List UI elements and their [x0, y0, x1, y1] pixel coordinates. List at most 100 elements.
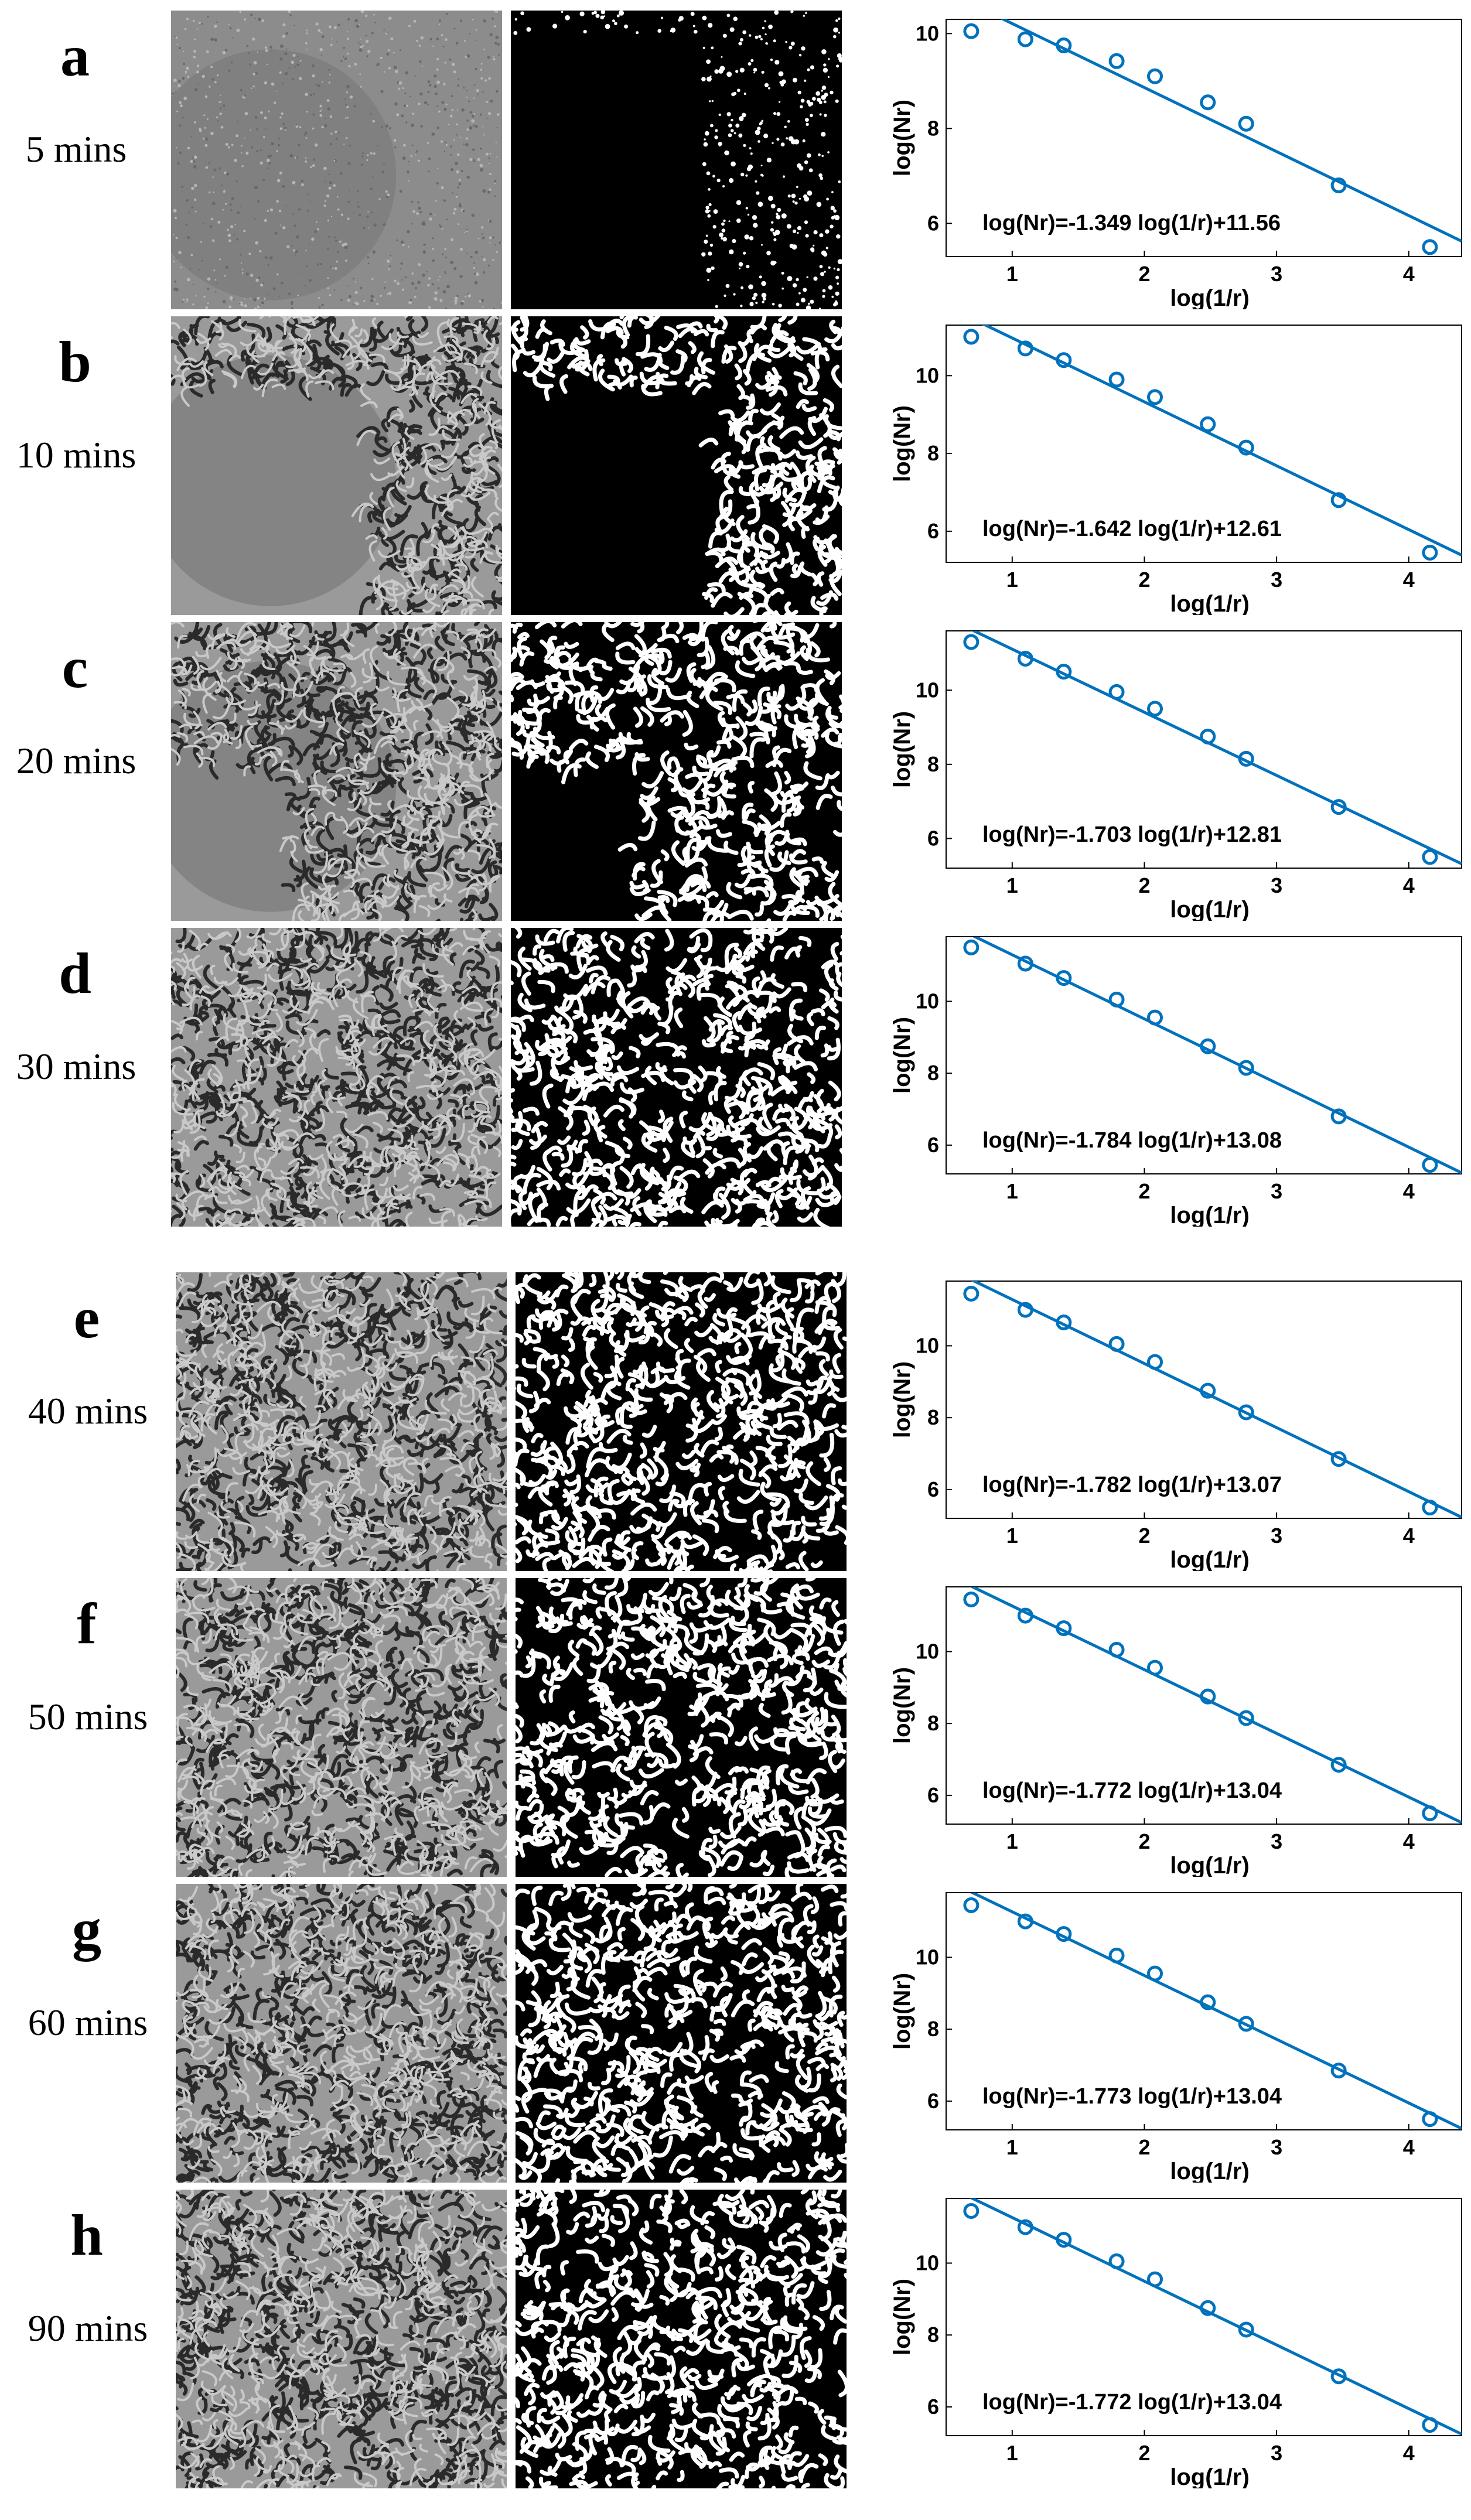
x-tick-label: 2 — [1138, 1829, 1150, 1853]
y-tick-label: 6 — [927, 1133, 939, 1157]
pattern-texture — [176, 1578, 507, 1877]
pattern-texture — [171, 316, 502, 615]
panel-letter: b — [59, 329, 91, 394]
y-tick-label: 10 — [916, 1639, 939, 1663]
panel-letter: c — [62, 635, 88, 700]
pattern-texture — [511, 622, 842, 921]
binary-image — [516, 1272, 847, 1571]
data-point — [1147, 1354, 1163, 1370]
x-axis-label: log(1/r) — [1170, 1547, 1250, 1571]
data-point — [1017, 650, 1033, 667]
y-tick-label: 8 — [927, 116, 939, 140]
data-point — [1056, 1926, 1072, 1942]
fit-equation: log(Nr)=-1.349 log(1/r)+11.56 — [982, 211, 1281, 235]
data-point — [1422, 1157, 1438, 1173]
x-tick-label: 4 — [1403, 568, 1415, 592]
y-tick-label: 6 — [927, 2395, 939, 2419]
dark-region — [171, 49, 397, 301]
panel-row-g: g 60 mins 1 2 3 4 6 8 10 log(1/r) log(Nr) log(Nr)=-… — [0, 1884, 1471, 2184]
speckle-texture — [172, 11, 502, 309]
data-point — [963, 2203, 979, 2219]
data-point — [963, 1897, 979, 1913]
pattern-texture — [171, 622, 502, 921]
panel-row-f: f 50 mins 1 2 3 4 6 8 10 log(1/r) log(Nr) log(Nr)=-… — [0, 1578, 1471, 1879]
binary-background — [516, 1272, 847, 1571]
fractal-fit-plot: 1 2 3 4 6 8 10 log(1/r) log(Nr) log(Nr)=-1.773 lo… — [873, 1884, 1465, 2184]
x-tick-label: 2 — [1138, 568, 1150, 592]
y-tick-label: 6 — [927, 519, 939, 543]
fit-equation: log(Nr)=-1.642 log(1/r)+12.61 — [982, 517, 1282, 541]
data-point — [1147, 1009, 1163, 1026]
data-point — [1108, 684, 1125, 700]
y-tick-label: 6 — [927, 2089, 939, 2113]
data-point — [1200, 1038, 1216, 1054]
data-point — [1330, 1757, 1347, 1773]
time-label: 20 mins — [16, 740, 136, 781]
micrograph-image — [176, 1578, 507, 1877]
binary-image — [511, 928, 842, 1227]
micrograph-image — [171, 928, 502, 1227]
fit-line — [1000, 19, 1462, 243]
x-tick-label: 2 — [1138, 1524, 1150, 1548]
data-point — [1017, 340, 1033, 357]
data-point — [1108, 53, 1125, 69]
data-point — [1108, 2253, 1125, 2269]
data-point — [1108, 991, 1125, 1008]
micrograph-image — [171, 11, 502, 309]
plot-area — [946, 1892, 1462, 2130]
fit-equation: log(Nr)=-1.773 log(1/r)+13.04 — [982, 2084, 1282, 2109]
pattern-texture — [176, 1272, 507, 1571]
pattern-texture — [516, 2190, 847, 2488]
data-point — [1147, 1965, 1163, 1982]
y-tick-label: 8 — [927, 1061, 939, 1085]
y-tick-label: 10 — [916, 989, 939, 1013]
data-point — [1056, 664, 1072, 680]
fit-equation: log(Nr)=-1.772 log(1/r)+13.04 — [982, 2390, 1282, 2415]
x-tick-label: 4 — [1403, 873, 1415, 897]
x-tick-label: 4 — [1403, 2441, 1415, 2465]
x-tick-label: 3 — [1271, 1179, 1282, 1203]
y-tick-label: 10 — [916, 2251, 939, 2275]
plot-area — [946, 2198, 1462, 2436]
binary-image — [516, 1578, 847, 1877]
x-axis-label: log(1/r) — [1170, 1853, 1250, 1877]
data-point — [1108, 1641, 1125, 1658]
panel-letter: d — [59, 941, 91, 1006]
binary-speckle — [513, 11, 842, 309]
data-point — [1017, 955, 1033, 972]
data-point — [1238, 115, 1254, 132]
data-point — [1200, 94, 1216, 111]
data-point — [1056, 2232, 1072, 2248]
panel-letter: g — [72, 1897, 101, 1962]
data-point — [1238, 1710, 1254, 1726]
y-axis-label: log(Nr) — [889, 2279, 915, 2355]
data-point — [1200, 728, 1216, 745]
micrograph-image — [176, 2190, 507, 2488]
plot-area — [946, 630, 1462, 869]
data-point — [1238, 2321, 1254, 2338]
data-point — [1330, 1108, 1347, 1125]
x-axis-label: log(1/r) — [1170, 591, 1250, 615]
y-tick-label: 6 — [927, 211, 939, 235]
data-point — [1422, 849, 1438, 865]
data-point — [963, 329, 979, 345]
fractal-fit-plot: 1 2 3 4 6 8 10 log(1/r) log(Nr) log(Nr)=-1.703 lo… — [873, 622, 1465, 923]
data-point — [1017, 1302, 1033, 1318]
data-point — [1330, 2368, 1347, 2385]
y-tick-label: 10 — [916, 363, 939, 387]
x-tick-label: 4 — [1403, 1829, 1415, 1853]
data-point — [1238, 1060, 1254, 1076]
time-label: 10 mins — [16, 434, 136, 476]
x-tick-label: 1 — [1006, 2135, 1018, 2159]
x-tick-label: 1 — [1006, 1179, 1018, 1203]
dark-region — [171, 355, 397, 606]
fractal-fit-plot: 1 2 3 4 6 8 10 log(1/r) log(Nr) log(Nr)=-1.782 lo… — [873, 1272, 1465, 1573]
data-point — [1147, 1659, 1163, 1676]
time-label: 30 mins — [16, 1046, 136, 1087]
y-axis-label: log(Nr) — [889, 1017, 915, 1094]
binary-image — [516, 1884, 847, 2183]
data-point — [1056, 970, 1072, 986]
y-tick-label: 8 — [927, 752, 939, 776]
x-tick-label: 3 — [1271, 568, 1282, 592]
y-axis-label: log(Nr) — [889, 1973, 915, 2050]
